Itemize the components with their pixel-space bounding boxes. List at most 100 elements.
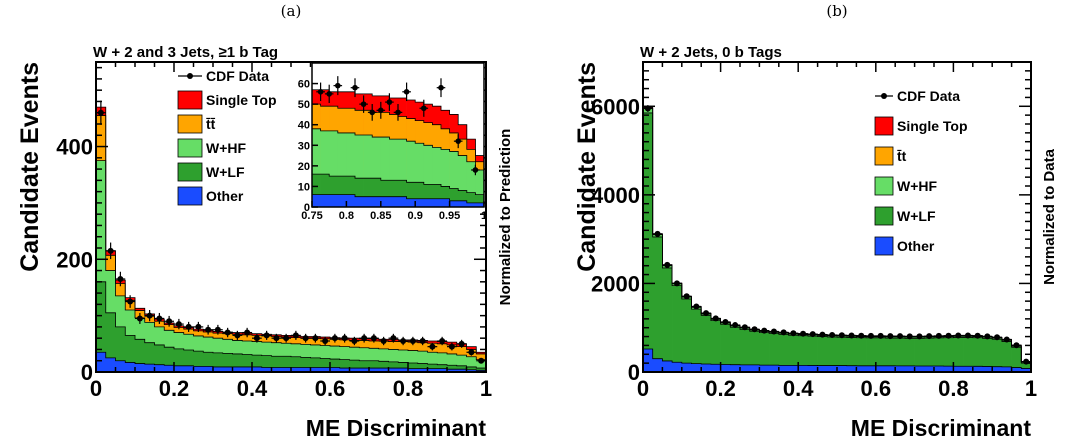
panel-a-inset-bar-wlf-5 xyxy=(355,178,364,207)
panel-a-inset-bar-whf-14 xyxy=(432,147,442,207)
panel-a-inset-ytick-label-2: 20 xyxy=(298,161,310,173)
panel-a-bar-other-19 xyxy=(281,367,292,372)
panel-a-inset-data-point-12 xyxy=(455,138,462,144)
panel-b-bar-other-5 xyxy=(691,363,702,372)
panel-a-inset-ytick-label-5: 50 xyxy=(298,99,310,111)
panel-a-xtick-label-0: 0 xyxy=(90,376,102,401)
panel-b-bar-other-15 xyxy=(788,365,799,372)
panel-a-bar-wlf-15 xyxy=(242,354,253,372)
panel-a-bar-wlf-30 xyxy=(388,361,399,372)
panel-a-inset-bar-whf-3 xyxy=(337,132,347,207)
panel-b-data-point-6 xyxy=(703,310,710,317)
panel-a-legend-cdfdata-text: CDF Data xyxy=(206,68,269,84)
panel-a-bar-other-31 xyxy=(398,368,409,372)
panel-a-bar-other-21 xyxy=(300,367,311,372)
panel-a-inset-data-point-9 xyxy=(403,89,410,95)
panel-a-data-point-34 xyxy=(429,343,436,350)
panel-a-data-point-3 xyxy=(127,298,134,305)
panel-b-bar-wlf-22 xyxy=(856,337,867,372)
panel-a-data-point-21 xyxy=(302,335,309,342)
panel-b-xtick-label-5: 1 xyxy=(1025,376,1037,401)
panel-a-bar-other-16 xyxy=(252,366,263,372)
panel-a-inset-bar-wlf-2 xyxy=(329,176,339,207)
panel-b-bar-other-20 xyxy=(837,365,847,372)
panel-a-data-point-23 xyxy=(322,338,329,344)
panel-a-inset-bar-other-5 xyxy=(355,196,364,207)
panel-a-inset-bar-other-12 xyxy=(415,198,425,207)
panel-a-bar-wlf-16 xyxy=(252,355,263,372)
panel-b-bar-wlf-5 xyxy=(691,309,702,372)
panel-a-inset-bar-other-10 xyxy=(398,196,407,207)
panel-b-bar-wlf-14 xyxy=(778,334,789,372)
panel-a-inset-bar-wlf-18 xyxy=(466,192,476,207)
panel-b-data-point-11 xyxy=(751,326,758,333)
panel-b-bar-wlf-9 xyxy=(730,327,741,372)
panel-b-data-point-3 xyxy=(673,280,680,287)
panel-a-legend-singletop-swatch xyxy=(177,90,203,110)
panel-b-data-point-23 xyxy=(867,332,874,339)
panel-a-bar-wlf-12 xyxy=(213,352,224,372)
panel-a-bar-wlf-2 xyxy=(115,326,126,372)
panel-b-bar-wlf-0 xyxy=(643,112,653,373)
panel-b-data-point-33 xyxy=(964,332,971,339)
panel-a-inset-data-point-13 xyxy=(472,167,479,173)
panel-a-bar-whf-38 xyxy=(466,356,477,372)
panel-b-data-point-16 xyxy=(800,330,807,337)
panel-a-inset-outline-other xyxy=(312,194,484,204)
panel-b-data-point-17 xyxy=(809,331,816,338)
panel-b-bar-wlf-30 xyxy=(934,337,944,372)
panel-a-bar-whf-36 xyxy=(447,353,458,372)
panel-b-bar-other-18 xyxy=(817,365,828,372)
panel-a-inset-bar-whf-15 xyxy=(441,149,450,207)
panel-b-bar-other-1 xyxy=(652,358,663,372)
panel-a-inset-data-point-3 xyxy=(352,84,358,91)
panel-a-data-point-7 xyxy=(166,318,173,325)
panel-b-bar-wlf-20 xyxy=(837,337,847,372)
panel-a-inset-bar-other-7 xyxy=(372,196,382,207)
panel-a-bar-whf-28 xyxy=(369,348,380,372)
panel-b-data-point-14 xyxy=(780,329,787,336)
panel-a-data-point-30 xyxy=(390,335,397,342)
panel-a-data-point-31 xyxy=(400,338,407,344)
panel-a-bar-wlf-5 xyxy=(144,342,155,372)
panel-b-bar-other-13 xyxy=(769,365,780,372)
panel-a-inset-bar-whf-13 xyxy=(423,145,433,207)
panel-b-bar-other-27 xyxy=(904,365,915,372)
panel-a-xtick-label-3: 0.6 xyxy=(315,376,346,401)
panel-a-data-point-17 xyxy=(263,332,270,339)
panel-b-bar-wlf-2 xyxy=(662,267,673,372)
panel-a-inset-data-point-1 xyxy=(326,91,333,97)
panel-a-inset-data-point-0 xyxy=(317,89,324,95)
panel-b-legend-singletop-swatch xyxy=(874,116,894,136)
panel-a-data-point-18 xyxy=(273,335,280,342)
panel-a-data-point-32 xyxy=(409,338,416,344)
panel-b-legend-tt-swatch xyxy=(874,146,894,166)
panel-a-bar-other-23 xyxy=(320,367,331,372)
panel-a-data-point-9 xyxy=(185,323,192,330)
panel-a-bar-other-26 xyxy=(349,368,360,372)
panel-a-bar-wlf-27 xyxy=(359,360,370,372)
panel-a-inset-bar-whf-12 xyxy=(415,143,425,207)
panel-a-xtick-label-5: 1 xyxy=(480,376,492,401)
panel-b-data-point-34 xyxy=(974,332,981,339)
panel-b-data-point-31 xyxy=(945,332,952,339)
panel-a-inset-xtick-label-2: 0.85 xyxy=(370,210,391,222)
panel-a-data-point-1 xyxy=(107,247,114,254)
panel-b-legend-cdfdata-text: CDF Data xyxy=(897,88,960,104)
panel-a-inset-bar-wlf-0 xyxy=(312,174,321,207)
panel-a-inset-bar-whf-6 xyxy=(363,135,373,207)
panel-b-bar-other-31 xyxy=(943,366,954,372)
panel-a-data-point-27 xyxy=(361,335,368,342)
panel-b-data-point-15 xyxy=(790,330,797,337)
panel-b-bar-other-38 xyxy=(1011,367,1022,372)
panel-b-legend-tt-text: t̄t xyxy=(896,148,906,164)
panel-a-inset-xtick-label-1: 0.8 xyxy=(339,210,354,222)
panel-a-xtick-label-1: 0.2 xyxy=(159,376,190,401)
panel-a-inset-bar-wlf-11 xyxy=(406,182,416,207)
panel-a-inset-bar-whf-17 xyxy=(458,155,468,207)
panel-a-bar-other-35 xyxy=(437,368,448,372)
panel-b-data-point-12 xyxy=(761,327,768,334)
panel-b-bar-wlf-34 xyxy=(972,337,983,372)
panel-b-xtick-label-2: 0.4 xyxy=(783,376,814,401)
